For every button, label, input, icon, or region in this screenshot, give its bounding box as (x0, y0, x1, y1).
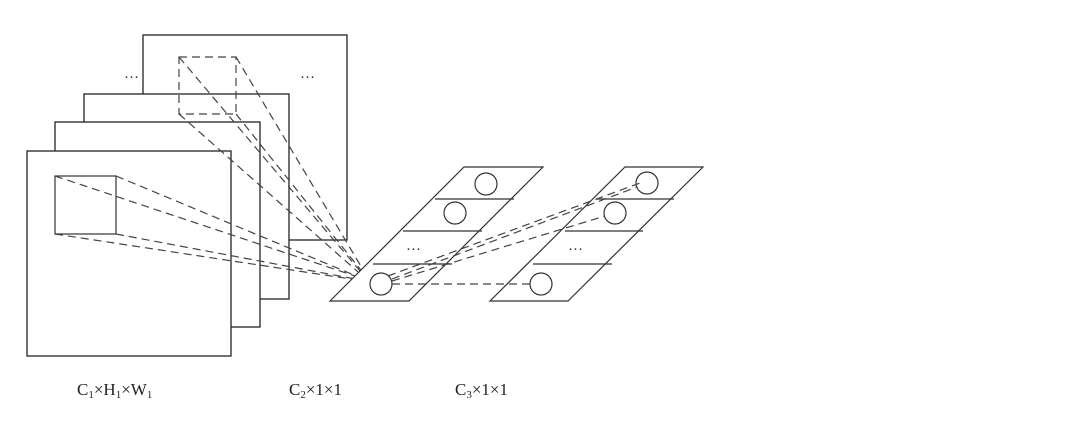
output-layer-strip (488, 166, 705, 302)
ellipsis-output: … (568, 238, 584, 254)
label-output-dims: C3×1×1 (455, 380, 509, 401)
hidden-node-2 (443, 201, 467, 225)
receptive-field-back (178, 56, 237, 115)
label-input-dims: C1×H1×W1 (77, 380, 153, 401)
receptive-field-front (54, 175, 117, 235)
ellipsis-back-right: … (300, 66, 316, 82)
output-node-2 (603, 201, 627, 225)
hidden-node-1 (474, 172, 498, 196)
output-node-last (529, 272, 553, 296)
ellipsis-hidden: … (406, 238, 422, 254)
output-node-1 (635, 171, 659, 195)
projection-lines-hidden (387, 182, 641, 285)
label-hidden-dims: C2×1×1 (289, 380, 343, 401)
projection-lines-input (54, 56, 369, 282)
ellipsis-back-left: … (124, 66, 140, 82)
hidden-layer-strip (328, 166, 545, 302)
feature-map-front (26, 150, 232, 357)
